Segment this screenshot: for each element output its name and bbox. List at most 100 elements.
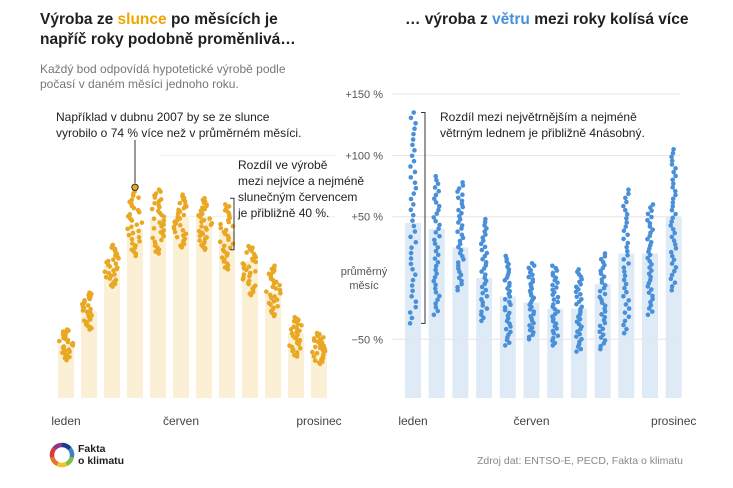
data-point [621,236,626,242]
data-point [410,277,416,283]
data-point [647,221,653,226]
data-point [177,200,183,206]
data-point [575,329,580,334]
data-point [413,121,418,126]
month-bar [642,253,658,398]
data-point [673,246,679,251]
wind-range-annotation: Rozdíl mezi největrnějším a nejméně větr… [440,109,645,141]
data-point [669,234,675,240]
data-point [267,292,273,298]
data-point [410,142,415,148]
data-point [271,305,276,311]
data-point [409,294,414,299]
data-point [433,304,439,310]
data-point [230,223,236,229]
data-point [669,207,675,213]
data-point [555,294,561,300]
data-point [579,304,585,310]
right-title-part2: mezi roky kolísá více [529,11,689,28]
data-point [161,227,167,233]
data-point [407,310,413,315]
data-point [207,216,212,221]
data-point [272,263,277,269]
bars-layer [58,216,682,398]
data-point [413,185,419,191]
data-point [129,236,135,242]
data-point [623,224,629,229]
data-point [624,244,629,250]
data-point [64,327,70,332]
data-point [409,245,414,250]
data-point [294,350,300,355]
data-point [435,260,441,265]
data-point [432,237,437,243]
data-point [649,309,655,314]
data-point [599,312,604,317]
left-title: Výroba ze slunce po měsících je napříč r… [40,10,296,50]
data-point [181,212,187,218]
data-point [435,252,441,258]
data-point [531,330,536,335]
data-point [226,204,232,209]
data-point [431,215,437,220]
data-point [410,288,415,294]
data-point [274,297,280,303]
data-point [623,281,629,287]
data-point [502,305,508,310]
data-point [289,331,295,336]
data-point [183,202,188,208]
data-point [602,251,608,256]
data-point [408,250,414,256]
data-point [668,223,674,228]
data-point [87,290,92,296]
data-point [574,349,579,354]
data-point [459,198,465,204]
data-point [410,137,416,142]
data-point [484,306,490,311]
data-point [412,180,418,186]
data-point [625,248,630,254]
solar-range-line2: mezi nejvíce a nejméně [238,174,365,188]
solar-range-line1: Rozdíl ve výrobě [238,158,328,172]
data-point [459,232,465,238]
data-point [480,290,485,296]
data-point [125,226,130,232]
data-point [152,239,158,245]
data-point [626,191,631,197]
data-point [433,263,439,269]
data-point [431,312,437,318]
right-title: … výroba z větru mezi roky kolísá více [405,10,688,30]
data-point [197,238,202,243]
data-point [455,260,461,265]
y-tick-label: +100 % [345,150,383,162]
data-point [669,154,674,160]
data-point [624,199,629,205]
data-point [649,287,654,292]
data-point [579,336,584,342]
month-bar [242,260,258,398]
data-point [553,265,559,271]
data-point [113,261,119,267]
data-point [624,289,629,295]
data-point [550,287,556,293]
data-point [88,306,93,312]
data-point [247,270,253,276]
data-point [507,299,512,305]
data-point [412,126,417,132]
data-point [602,283,608,288]
data-point [550,282,555,288]
data-point [411,202,416,207]
data-point [507,280,512,286]
data-point [600,326,606,332]
data-point [204,235,209,240]
data-point [111,257,116,262]
data-point [127,212,133,217]
logo-line2: o klimatu [78,455,125,467]
logo-icon [49,442,75,468]
data-point [574,334,579,339]
data-point [483,287,489,293]
data-point [151,226,157,231]
data-point [526,334,532,340]
data-point [669,158,675,164]
data-point [598,256,604,262]
